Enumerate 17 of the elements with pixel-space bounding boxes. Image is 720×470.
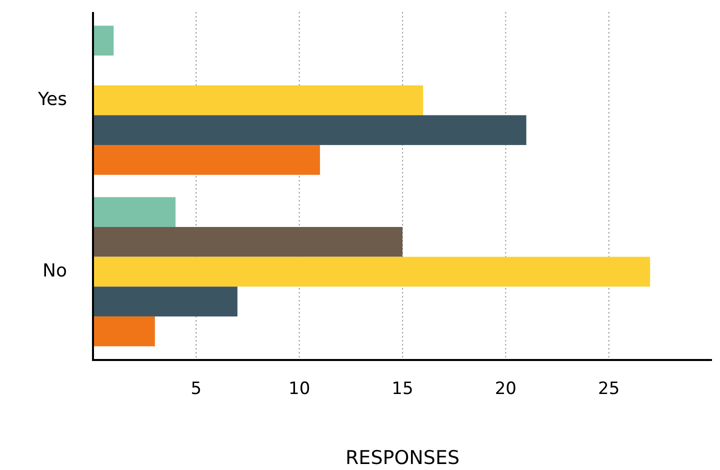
bar	[93, 145, 320, 175]
x-tick-label: 15	[392, 379, 414, 399]
bar	[93, 316, 155, 346]
y-tick-label: Yes	[36, 89, 67, 110]
bar	[93, 115, 526, 146]
bar	[93, 85, 424, 116]
x-tick-label: 10	[288, 379, 310, 399]
bar	[93, 197, 176, 227]
bar	[93, 26, 114, 56]
x-tick-label: 5	[190, 379, 202, 399]
bar	[93, 286, 238, 316]
x-tick-label: 20	[494, 379, 516, 399]
bar	[93, 256, 650, 287]
bar	[93, 226, 402, 257]
x-axis-title: RESPONSES	[345, 447, 460, 469]
x-tick-label: 25	[598, 379, 620, 399]
y-tick-label: No	[42, 260, 67, 282]
